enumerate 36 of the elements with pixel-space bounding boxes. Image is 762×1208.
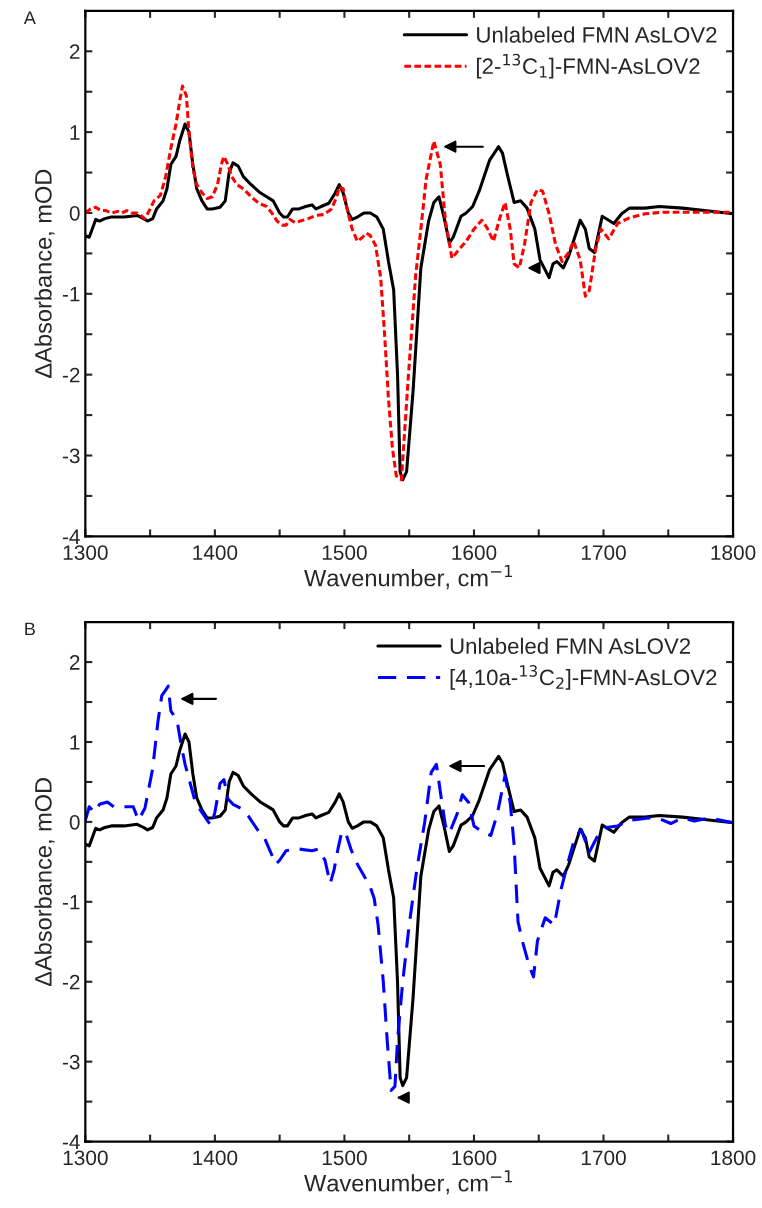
y-axis-title: ΔAbsorbance, mOD — [34, 169, 55, 378]
x-tick-label: 1600 — [452, 545, 497, 560]
y-tick-label: -2 — [62, 367, 80, 383]
x-axis-title: Wavenumber, cm$^{−1}$ — [304, 565, 513, 590]
x-tick-label: 1300 — [63, 545, 108, 560]
y-tick-label: 0 — [69, 205, 80, 221]
x-tick-label: 1800 — [711, 1150, 756, 1166]
y-tick-label: 2 — [69, 655, 80, 670]
y-tick-label: -3 — [62, 1054, 80, 1070]
x-tick-label: 1500 — [322, 1150, 367, 1166]
x-tick-label: 1500 — [322, 545, 367, 560]
x-tick-label: 1700 — [581, 545, 626, 560]
chart-title: B — [25, 622, 35, 636]
y-tick-label: 1 — [70, 735, 80, 750]
legend-label: Unlabeled FMN AsLOV2 — [477, 26, 717, 43]
y-tick-label: 2 — [69, 44, 80, 59]
x-axis-title: Wavenumber, cm$^{−1}$ — [304, 1170, 513, 1195]
legend-label: [4,10a-$^{13}$C$_{2}$]-FMN-AsLOV2 — [450, 665, 717, 690]
chart-title: A — [23, 11, 36, 25]
y-tick-label: -3 — [62, 448, 80, 464]
y-tick-label: 1 — [70, 125, 80, 140]
legend-label: Unlabeled FMN AsLOV2 — [450, 637, 691, 654]
x-tick-label: 1700 — [581, 1150, 626, 1166]
y-tick-label: -1 — [62, 895, 80, 910]
x-tick-label: 1800 — [711, 545, 756, 560]
y-tick-label: 0 — [69, 814, 80, 830]
y-tick-label: -1 — [62, 287, 80, 302]
y-axis-title: ΔAbsorbance, mOD — [34, 777, 55, 987]
legend-label: [2-$^{13}$C$_{1}$]-FMN-AsLOV2 — [476, 53, 700, 79]
x-tick-label: 1400 — [193, 1150, 238, 1166]
x-tick-label: 1300 — [63, 1150, 108, 1166]
y-tick-label: -2 — [62, 974, 80, 990]
y-tick-label: -4 — [62, 529, 80, 544]
x-tick-label: 1400 — [193, 545, 238, 560]
x-tick-label: 1600 — [452, 1150, 497, 1166]
y-tick-label: -4 — [62, 1134, 80, 1150]
